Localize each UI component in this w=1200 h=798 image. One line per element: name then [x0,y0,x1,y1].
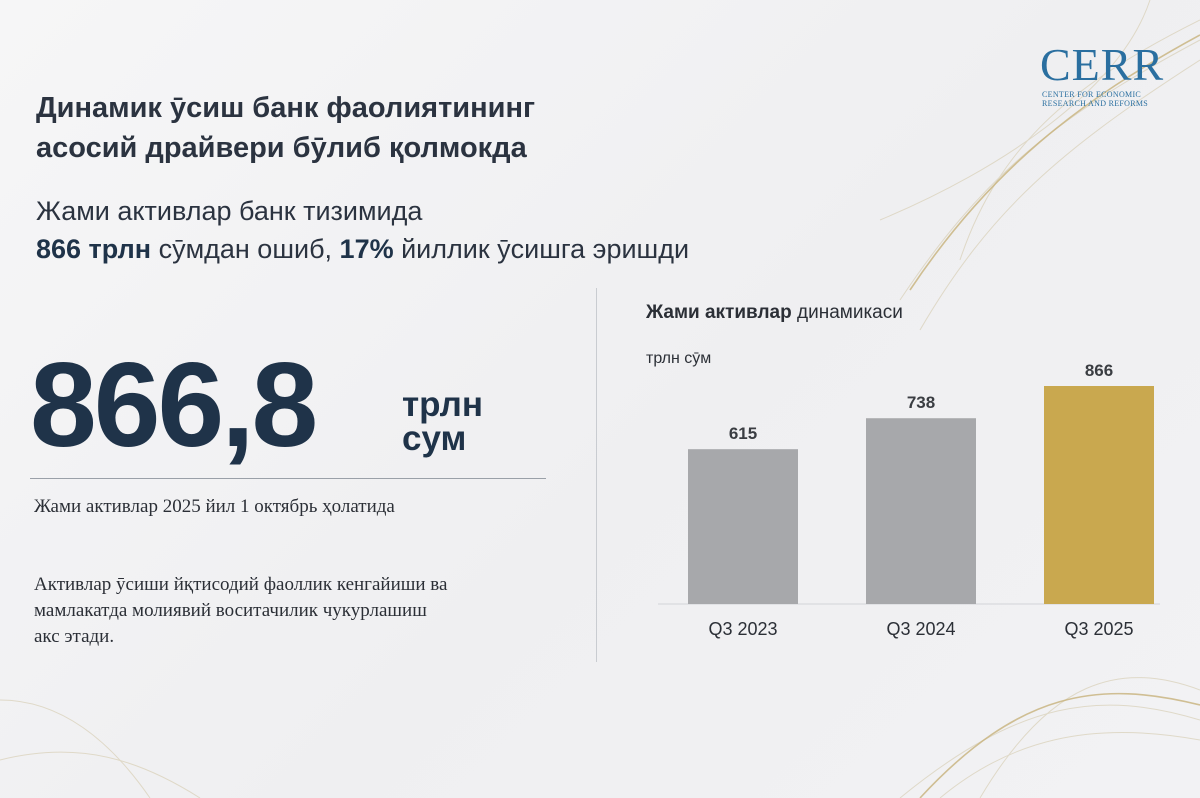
total-assets-unit: трлн сум [402,385,484,458]
chart-unit-label: трлн сӯм [646,350,712,367]
x-tick-label: Q3 2024 [886,619,955,639]
subheadline-mid: сӯмдан ошиб, [151,234,333,264]
unit-line1: трлн [402,385,484,424]
page-headline: Динамик ӯсиш банк фаолиятининг асосий др… [36,88,736,168]
subheadline-end: йиллик ӯсишга эришди [393,234,690,264]
bar-q3-2023 [688,449,798,604]
chart-title-bold: Жами активлар [646,302,792,323]
headline-line1: Динамик ӯсиш банк фаолиятининг [36,92,536,124]
x-tick-label: Q3 2025 [1064,619,1133,639]
bar-q3-2024 [866,418,976,604]
cerr-logo: CERR CENTER FOR ECONOMIC RESEARCH AND RE… [1040,40,1190,110]
logo-subtitle-line2: RESEARCH AND REFORMS [1042,99,1149,108]
note-line1: Активлар ӯсиши йқтисодий фаоллик кенгайи… [34,574,448,595]
explanatory-note: Активлар ӯсиши йқтисодий фаоллик кенгайи… [34,572,574,650]
subheadline-line2: 866 трлн сӯмдан ошиб, 17% йиллик ӯсишга … [36,230,896,268]
chart-title-rest: динамикаси [791,302,903,323]
sub-headline: Жами активлар банк тизимида 866 трлн сӯм… [36,192,896,268]
vertical-divider [596,288,597,662]
logo-wordmark: CERR [1040,39,1165,90]
note-line2: мамлакатда молиявий воситачилик чукурлаш… [34,600,427,621]
bar-q3-2025 [1044,386,1154,604]
bar-value-label: 738 [907,393,935,412]
growth-rate-highlight: 17% [332,234,394,264]
unit-line2: сум [402,419,467,458]
headline-line2: асосий драйвери бӯлиб қолмокда [36,132,527,164]
logo-subtitle: CENTER FOR ECONOMIC RESEARCH AND REFORMS [1042,90,1192,108]
logo-subtitle-line1: CENTER FOR ECONOMIC [1042,90,1142,99]
assets-bar-chart: 615 Q3 2023 738 Q3 2024 866 Q3 2025 [658,361,1160,639]
assets-amount-highlight: 866 трлн [36,234,152,264]
separator-line [30,478,546,479]
chart-title: Жами активлар динамикаси [646,300,903,326]
subheadline-line1: Жами активлар банк тизимида [36,196,423,226]
note-line3: акс этади. [34,626,115,647]
bar-value-label: 615 [729,424,757,443]
bar-value-label: 866 [1085,361,1113,380]
x-tick-label: Q3 2023 [708,619,777,639]
total-assets-big-number: 866,8 [30,338,318,472]
date-caption: Жами активлар 2025 йил 1 октябрь ҳолатид… [34,496,395,517]
